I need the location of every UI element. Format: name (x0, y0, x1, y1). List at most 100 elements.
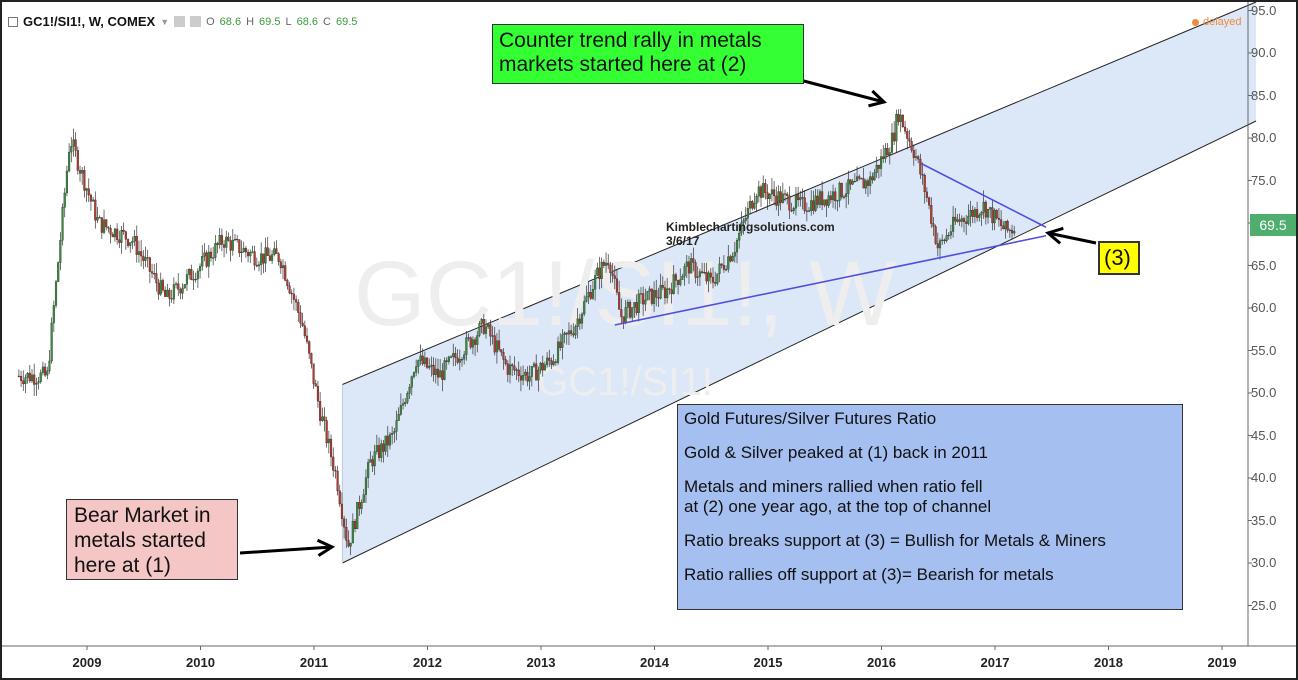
candle-body (655, 290, 658, 298)
candle-body (943, 239, 946, 242)
candle (218, 228, 221, 249)
candle-body (524, 371, 527, 376)
candle-body (982, 201, 985, 213)
candle (68, 143, 71, 173)
candle-body (329, 438, 333, 458)
chevron-down-icon[interactable]: ▼ (160, 16, 170, 27)
settings-icon[interactable] (174, 16, 186, 27)
candle-body (642, 293, 645, 305)
candle (949, 224, 952, 240)
candle (22, 370, 25, 391)
candle-body (30, 374, 34, 382)
candle-body (35, 382, 38, 385)
candle-body (698, 271, 701, 277)
candle-body (585, 296, 588, 302)
candle-body (788, 195, 791, 211)
candle-body (668, 288, 671, 290)
candle (683, 263, 686, 286)
candle-body (522, 375, 525, 381)
candle (506, 360, 509, 383)
candle (310, 352, 313, 369)
candle-body (375, 445, 378, 452)
candle-body (386, 435, 389, 446)
candle-body (644, 299, 647, 305)
candle (502, 348, 505, 370)
candle (563, 331, 566, 344)
gear-icon[interactable] (190, 16, 202, 27)
candle (458, 349, 461, 371)
candle-body (447, 356, 450, 362)
candle-body (967, 215, 970, 224)
candle (917, 155, 920, 164)
candle (670, 282, 673, 304)
collapse-icon[interactable] (8, 16, 18, 27)
candle-body (201, 256, 204, 267)
ohlc-low-value: 68.6 (296, 15, 319, 28)
candle-body (426, 357, 429, 368)
candle-body (751, 201, 754, 209)
candle-body (860, 178, 863, 180)
candle (561, 329, 564, 360)
candle (50, 317, 53, 364)
candle (572, 323, 575, 338)
candle (930, 197, 933, 228)
candle (227, 232, 230, 242)
candle (657, 287, 660, 308)
candle (816, 189, 819, 209)
candle-body (175, 283, 178, 285)
candle-body (373, 451, 376, 467)
candle-body (1008, 229, 1011, 232)
candle-body (705, 272, 708, 282)
candle-body (919, 158, 922, 175)
y-tick-label: 40.0 (1251, 470, 1277, 485)
candle (467, 333, 470, 342)
candle-body (506, 363, 509, 375)
candle-body (849, 179, 852, 185)
candle-body (755, 196, 758, 204)
candle (513, 356, 516, 376)
candle (37, 376, 40, 390)
y-tick-label: 50.0 (1251, 385, 1277, 400)
candle (277, 252, 280, 266)
x-tick-label: 2014 (640, 655, 669, 670)
candle-body (646, 291, 649, 301)
candle-body (371, 459, 374, 467)
candle (906, 128, 909, 150)
candle-body (155, 273, 158, 284)
candle (886, 142, 889, 156)
candle-body (98, 217, 101, 219)
candle (275, 240, 278, 254)
candle (441, 363, 444, 392)
candle-body (57, 262, 60, 282)
candle (849, 179, 852, 190)
candle-body (792, 207, 795, 211)
candle (986, 208, 990, 224)
candle (517, 361, 520, 383)
candle-body (578, 318, 581, 324)
arrow-point-3-head (1044, 226, 1064, 245)
summary-line-4: at (2) one year ago, at the top of chann… (684, 497, 992, 516)
candle (367, 458, 370, 489)
candle (812, 190, 815, 215)
candle (135, 225, 138, 263)
candle (762, 175, 765, 198)
symbol-title[interactable]: GC1!/SI1!, W, COMEX (23, 14, 156, 29)
candle-body (469, 337, 472, 348)
candle (303, 320, 306, 339)
candle (146, 249, 149, 268)
candle-body (818, 191, 821, 205)
candle (1006, 219, 1009, 233)
candle-body (192, 279, 195, 281)
candle-body (131, 240, 134, 243)
candle (642, 286, 645, 316)
candle-body (369, 459, 372, 463)
candle-body (441, 370, 444, 380)
candle-body (626, 302, 629, 308)
candle (109, 224, 112, 244)
candle-body (474, 339, 477, 345)
candle-body (129, 242, 132, 246)
candle-body (142, 255, 145, 261)
candle-body (842, 196, 846, 198)
candle (969, 200, 972, 227)
